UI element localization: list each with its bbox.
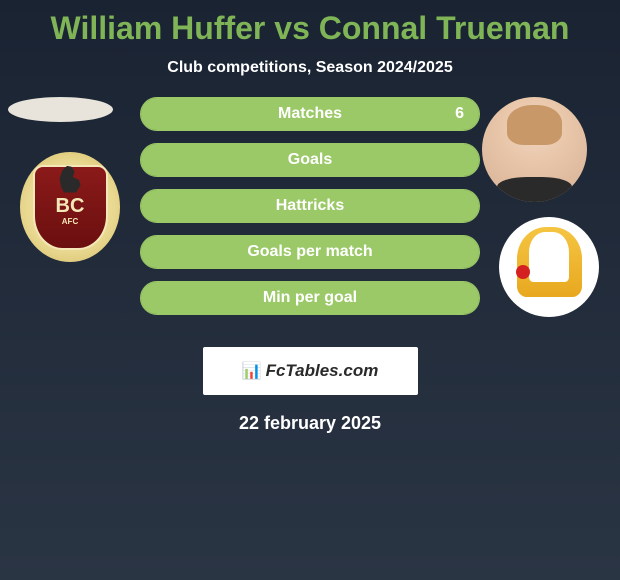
stat-bar-min-per-goal: Min per goal: [140, 281, 480, 315]
logo-text: FcTables.com: [266, 361, 379, 381]
stat-label: Goals: [288, 151, 332, 169]
stats-column: Matches 6 Goals Hattricks Goals per matc…: [140, 97, 480, 327]
bradford-badge-inner: [33, 165, 108, 250]
stat-label: Min per goal: [263, 289, 357, 307]
mk-badge-inner: [514, 227, 584, 307]
player-right-club-badge: [499, 217, 599, 317]
chart-icon: 📊: [242, 361, 262, 381]
player-right-avatar: [482, 97, 587, 202]
stat-bar-goals-per-match: Goals per match: [140, 235, 480, 269]
stat-label: Goals per match: [247, 243, 372, 261]
stat-label: Hattricks: [276, 197, 344, 215]
date-text: 22 february 2025: [0, 413, 620, 434]
stat-right-value: 6: [455, 105, 464, 123]
player-left-club-badge: [20, 152, 120, 262]
red-dot-icon: [516, 265, 530, 279]
comparison-card: William Huffer vs Connal Trueman Club co…: [0, 0, 620, 444]
rooster-icon: [55, 165, 85, 193]
page-title: William Huffer vs Connal Trueman: [0, 10, 620, 47]
stat-bar-hattricks: Hattricks: [140, 189, 480, 223]
player-left-avatar: [8, 97, 113, 122]
stat-label: Matches: [278, 105, 342, 123]
stat-bar-goals: Goals: [140, 143, 480, 177]
subtitle: Club competitions, Season 2024/2025: [0, 59, 620, 77]
logo-box[interactable]: 📊 FcTables.com: [203, 347, 418, 395]
comparison-area: Matches 6 Goals Hattricks Goals per matc…: [0, 97, 620, 337]
stat-bar-matches: Matches 6: [140, 97, 480, 131]
trophy-icon: [517, 227, 582, 297]
